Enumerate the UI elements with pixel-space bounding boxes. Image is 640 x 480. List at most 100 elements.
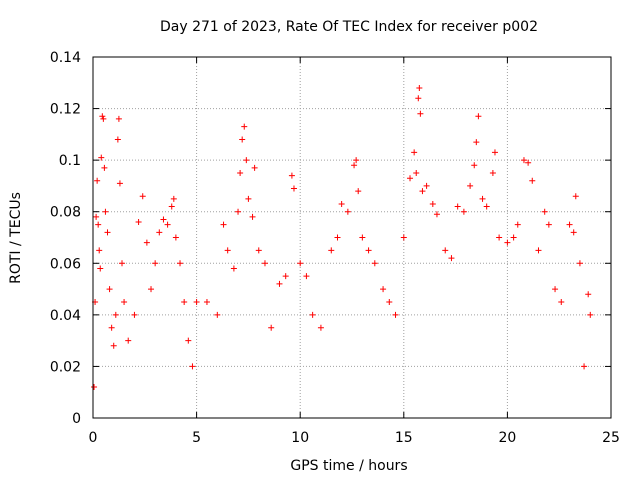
chart-title: Day 271 of 2023, Rate Of TEC Index for r…	[160, 19, 538, 35]
data-point	[475, 113, 482, 120]
y-tick-label: 0.08	[50, 205, 81, 221]
grid-lines	[93, 57, 611, 418]
data-point	[177, 260, 184, 267]
data-point	[99, 113, 106, 120]
data-point	[380, 286, 387, 293]
data-point	[353, 157, 360, 164]
data-point	[148, 286, 155, 293]
data-point	[541, 208, 548, 215]
data-point	[297, 260, 304, 267]
data-point	[419, 188, 426, 195]
data-point	[473, 139, 480, 146]
data-point	[351, 162, 358, 169]
data-point	[91, 384, 98, 391]
data-point	[433, 211, 440, 218]
x-axis-ticks: 0 5 10 15 20 25	[89, 57, 620, 446]
data-point	[268, 324, 275, 331]
data-points	[91, 84, 594, 391]
data-point	[235, 208, 242, 215]
data-point	[251, 164, 258, 171]
data-point	[94, 177, 101, 184]
data-point	[106, 286, 113, 293]
data-point	[416, 84, 423, 91]
data-point	[479, 195, 486, 202]
data-point	[423, 182, 430, 189]
data-point	[110, 342, 117, 349]
data-point	[96, 247, 103, 254]
data-point	[570, 229, 577, 236]
data-point	[97, 265, 104, 272]
y-tick-label: 0	[72, 411, 81, 427]
data-point	[413, 170, 420, 177]
y-tick-label: 0.14	[50, 50, 81, 66]
data-point	[239, 136, 246, 143]
data-point	[338, 200, 345, 207]
data-point	[514, 221, 521, 228]
data-point	[95, 221, 102, 228]
data-point	[255, 247, 262, 254]
data-point	[93, 213, 100, 220]
x-tick-label: 0	[89, 430, 98, 446]
data-point	[411, 149, 418, 156]
data-point	[581, 363, 588, 370]
data-point	[237, 170, 244, 177]
data-point	[245, 195, 252, 202]
data-point	[170, 195, 177, 202]
data-point	[276, 280, 283, 287]
data-point	[249, 213, 256, 220]
data-point	[442, 247, 449, 254]
data-point	[359, 234, 366, 241]
data-point	[203, 298, 210, 305]
data-point	[119, 260, 126, 267]
data-point	[317, 324, 324, 331]
data-point	[587, 311, 594, 318]
data-point	[483, 203, 490, 210]
x-tick-label: 20	[498, 430, 516, 446]
data-point	[471, 162, 478, 169]
data-point	[429, 200, 436, 207]
data-point	[334, 234, 341, 241]
data-point	[504, 239, 511, 246]
data-point	[114, 136, 121, 143]
data-point	[214, 311, 221, 318]
data-point	[168, 203, 175, 210]
x-tick-label: 15	[395, 430, 413, 446]
data-point	[115, 115, 122, 122]
data-point	[489, 170, 496, 177]
data-point	[576, 260, 583, 267]
data-point	[156, 229, 163, 236]
data-point	[164, 221, 171, 228]
data-point	[101, 164, 108, 171]
data-point	[143, 239, 150, 246]
data-point	[193, 298, 200, 305]
data-point	[510, 234, 517, 241]
data-point	[400, 234, 407, 241]
plot-frame	[92, 56, 612, 419]
data-point	[172, 234, 179, 241]
data-point	[189, 363, 196, 370]
data-point	[454, 203, 461, 210]
data-point	[288, 172, 295, 179]
data-point	[290, 185, 297, 192]
data-point	[243, 157, 250, 164]
data-point	[585, 291, 592, 298]
data-point	[230, 265, 237, 272]
data-point	[552, 286, 559, 293]
data-point	[525, 159, 532, 166]
data-point	[572, 193, 579, 200]
data-point	[282, 273, 289, 280]
data-point	[131, 311, 138, 318]
data-point	[558, 298, 565, 305]
data-point	[100, 115, 107, 122]
data-point	[529, 177, 536, 184]
y-tick-label: 0.02	[50, 359, 81, 375]
y-axis-title: ROTI / TECUs	[8, 192, 24, 284]
data-point	[328, 247, 335, 254]
data-point	[135, 219, 142, 226]
data-point	[535, 247, 542, 254]
data-point	[98, 154, 105, 161]
data-point	[467, 182, 474, 189]
data-point	[520, 157, 527, 164]
data-point	[407, 175, 414, 182]
data-point	[112, 311, 119, 318]
